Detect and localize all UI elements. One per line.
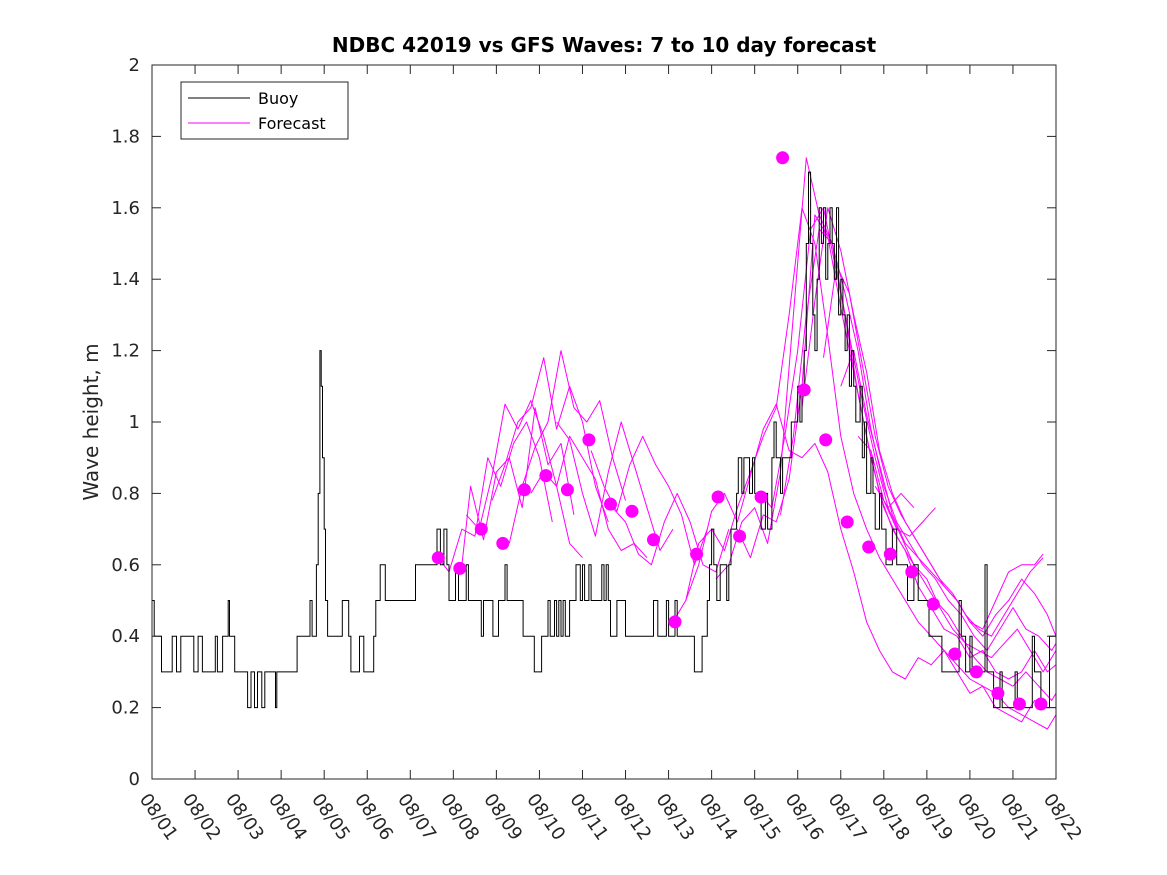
forecast-marker-20 (840, 515, 854, 529)
forecast-marker-2 (453, 561, 467, 575)
buoy-line (152, 171, 1056, 709)
forecast-marker-26 (969, 665, 983, 679)
forecast-line-13 (736, 214, 1057, 680)
y-tick-label: 2 (129, 55, 140, 76)
forecast-marker-12 (668, 615, 682, 629)
y-axis-label: Wave height, m (79, 343, 103, 500)
series-layer (152, 151, 1057, 730)
y-tick-label: 1 (129, 412, 140, 433)
forecast-marker-7 (560, 483, 574, 497)
forecast-line-1 (437, 421, 553, 573)
forecast-line-2 (461, 407, 575, 565)
y-tick-label: 0.4 (111, 626, 140, 647)
forecast-marker-18 (797, 383, 811, 397)
forecast-marker-13 (690, 547, 704, 561)
y-tick-label: 1.4 (111, 269, 140, 290)
legend: Buoy Forecast (180, 81, 349, 140)
forecast-line-18 (840, 350, 1044, 630)
forecast-marker-4 (496, 536, 510, 550)
forecast-marker-3 (474, 522, 488, 536)
legend-box (180, 81, 349, 140)
forecast-line-17 (823, 264, 1044, 637)
forecast-marker-23 (905, 565, 919, 579)
forecast-marker-19 (819, 433, 833, 447)
forecast-marker-29 (1034, 697, 1048, 711)
plot-area (152, 65, 1056, 779)
forecast-marker-8 (582, 433, 596, 447)
forecast-marker-10 (625, 504, 639, 518)
forecast-marker-16 (754, 490, 768, 504)
forecast-marker-11 (647, 533, 660, 547)
forecast-line-14 (758, 207, 1057, 673)
chart-title: NDBC 42019 vs GFS Waves: 7 to 10 day for… (332, 33, 877, 57)
forecast-marker-28 (1012, 697, 1026, 711)
forecast-line-15 (780, 228, 1057, 651)
forecast-marker-15 (733, 529, 747, 543)
forecast-marker-9 (604, 497, 617, 511)
forecast-marker-17 (776, 151, 790, 165)
y-tick-label: 1.6 (111, 198, 140, 219)
y-tick-label: 1.8 (111, 126, 140, 147)
legend-forecast-label: Forecast (258, 114, 326, 133)
forecast-marker-21 (862, 540, 876, 554)
forecast-line-4 (491, 357, 609, 523)
forecast-marker-14 (711, 490, 725, 504)
y-tick-label: 0.2 (111, 698, 140, 719)
y-tick-label: 1.2 (111, 341, 140, 362)
forecast-marker-25 (948, 647, 962, 661)
forecast-marker-22 (883, 547, 897, 561)
y-tick-label: 0.6 (111, 555, 140, 576)
forecast-marker-27 (991, 686, 1005, 700)
forecast-marker-6 (539, 469, 553, 483)
legend-buoy-label: Buoy (258, 89, 298, 108)
forecast-marker-1 (431, 551, 445, 565)
y-tick-label: 0 (129, 769, 140, 790)
forecast-line-5 (508, 350, 626, 544)
forecast-marker-5 (517, 483, 531, 497)
forecast-marker-24 (926, 597, 940, 611)
forecast-line-7 (556, 421, 674, 551)
y-tick-label: 0.8 (111, 483, 140, 504)
